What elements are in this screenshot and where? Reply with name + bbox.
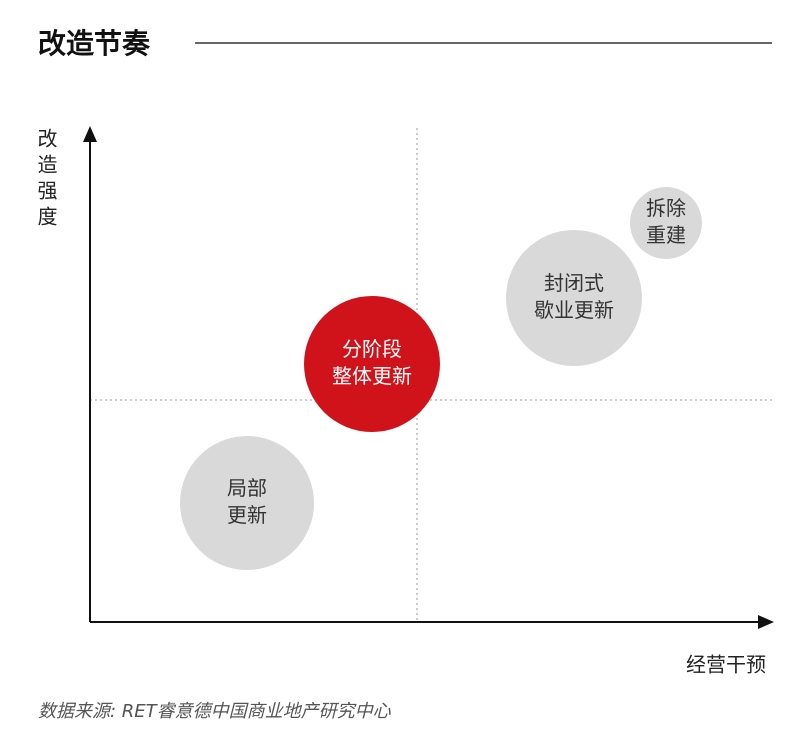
bubble-label: 歇业更新 [534, 298, 614, 322]
bubble-label: 局部 [227, 476, 267, 500]
y-axis-label: 改造强度 [34, 128, 58, 232]
bubble-label: 重建 [646, 223, 686, 247]
bubble [304, 296, 440, 432]
x-axis-label: 经营干预 [686, 653, 766, 677]
source: 数据来源: RET睿意德中国商业地产研究中心 [38, 701, 392, 722]
x-arrow [758, 615, 774, 629]
bubble-label: 整体更新 [332, 364, 412, 388]
bubble [506, 230, 642, 366]
y-arrow [83, 126, 97, 142]
bubble-label: 更新 [227, 503, 267, 527]
bubble-label: 封闭式 [544, 271, 604, 295]
bubble-label: 拆除 [646, 196, 686, 220]
title: 改造节奏 [38, 27, 151, 60]
bubble [630, 187, 702, 259]
bubble-label: 分阶段 [342, 337, 402, 361]
bubble [180, 436, 314, 570]
